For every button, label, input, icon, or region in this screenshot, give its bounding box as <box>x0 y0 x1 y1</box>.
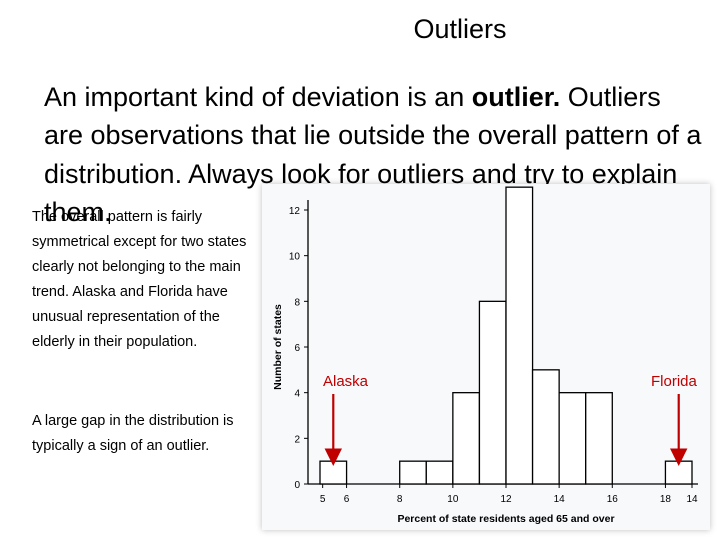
histogram-bar <box>319 460 348 485</box>
x-tick-label: 12 <box>500 494 512 505</box>
x-tick-label: 16 <box>607 494 619 505</box>
x-tick-label: 10 <box>447 494 459 505</box>
x-tick-label: 14 <box>554 494 566 505</box>
florida-label: Florida <box>651 373 697 390</box>
histogram-bar <box>558 392 587 485</box>
histogram-bar <box>505 186 534 485</box>
lead-text-start: An important kind of deviation is an <box>44 82 472 112</box>
slide-title: Outliers <box>413 14 507 44</box>
histogram-bar <box>425 460 454 485</box>
histogram-bar <box>478 300 507 485</box>
histogram-bar <box>531 369 560 485</box>
x-tick-label: 18 <box>660 494 672 505</box>
histogram-bar <box>664 460 693 485</box>
x-tick-label: 8 <box>397 494 403 505</box>
y-tick-label: 12 <box>289 206 301 217</box>
x-tick-label: 6 <box>344 494 350 505</box>
x-tick-label: 5 <box>320 494 326 505</box>
x-axis-label: Percent of state residents aged 65 and o… <box>397 513 614 525</box>
y-tick-label: 8 <box>294 297 300 308</box>
alaska-label: Alaska <box>323 373 369 390</box>
side-note-pattern: The overall pattern is fairly symmetrica… <box>32 209 247 350</box>
lead-paragraph: An important kind of deviation is an out… <box>44 78 704 231</box>
side-note-gap: A large gap in the distribution is typic… <box>32 413 234 454</box>
y-tick-label: 4 <box>294 389 300 400</box>
lead-text-end: Outliers are observations that lie outsi… <box>44 82 702 227</box>
lead-text-bold: outlier. <box>471 82 561 112</box>
x-tick-label: 14 <box>686 494 698 505</box>
histogram-chart: 0 2 4 6 8 10 12 5 6 8 10 12 14 16 18 14 Percent of state… <box>262 184 710 530</box>
y-axis-label: Number of states <box>272 304 284 390</box>
y-tick-label: 6 <box>294 343 300 354</box>
histogram-bar <box>452 392 481 485</box>
histogram-bar <box>585 392 613 485</box>
y-tick-label: 0 <box>294 480 300 491</box>
y-tick-label: 10 <box>289 252 301 263</box>
histogram-svg: 0 2 4 6 8 10 12 5 6 8 10 12 14 16 18 14 Percent of state… <box>272 186 698 525</box>
y-tick-label: 2 <box>294 434 300 445</box>
histogram-bar <box>399 460 427 485</box>
